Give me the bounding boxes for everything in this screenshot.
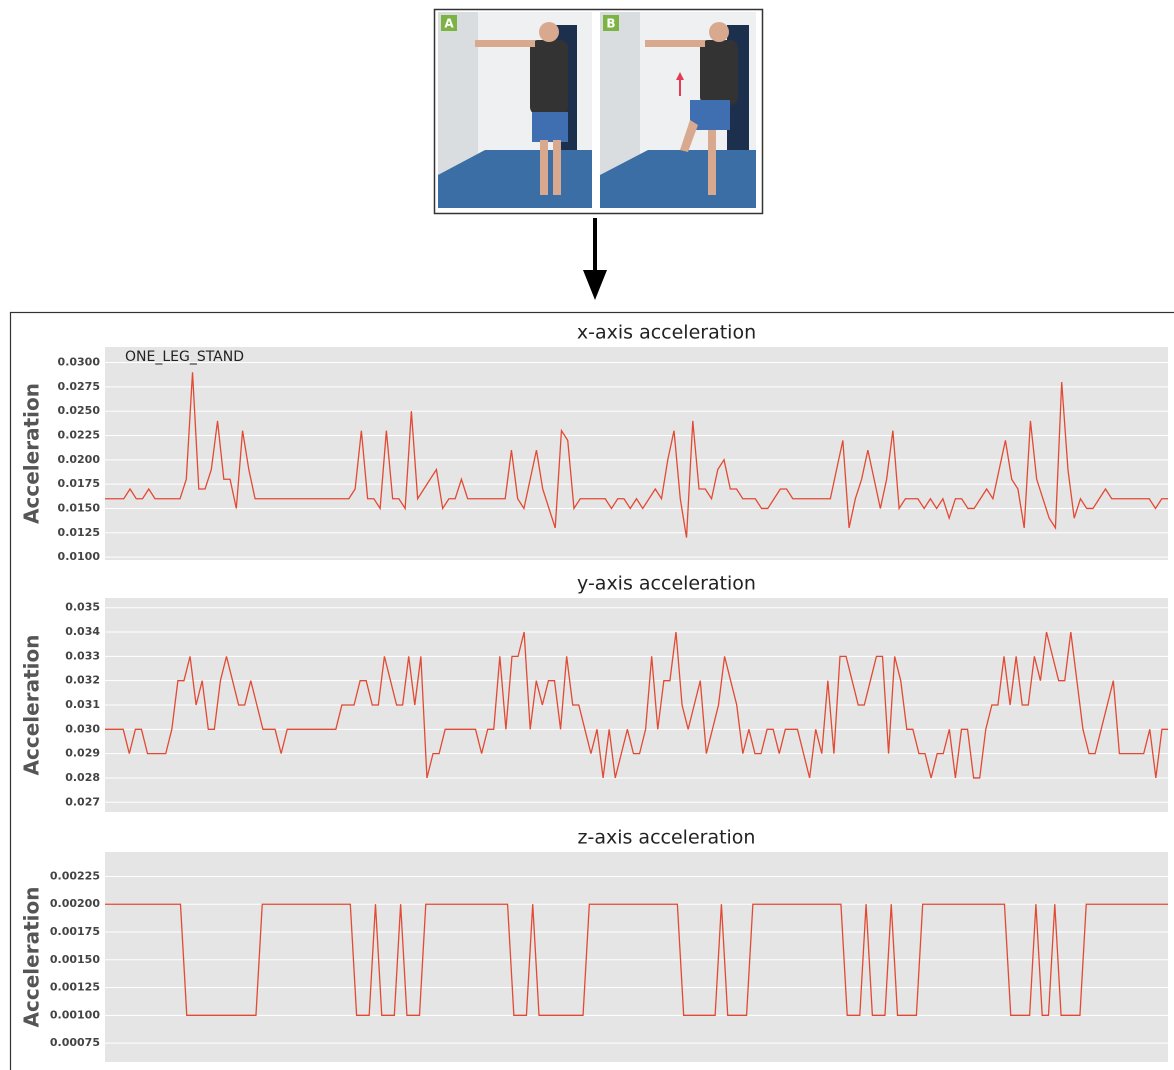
y-tick-label: 0.0225: [58, 429, 100, 442]
figure: A B 0.0100 0.0125 0.0150 0.0175 0.0200 0.0225…: [0, 0, 1174, 1070]
y-tick-label: 0.029: [65, 747, 100, 760]
y-tick-label: 0.0125: [58, 526, 100, 539]
y-axis-label: Acceleration: [20, 887, 44, 1028]
y-tick-label: 0.00100: [50, 1008, 100, 1021]
y-tick-label: 0.0300: [58, 356, 101, 369]
y-tick-label: 0.0175: [58, 477, 100, 490]
y-tick-label: 0.0200: [58, 453, 101, 466]
y-tick-label: 0.030: [65, 722, 100, 735]
y-tick-label: 0.035: [65, 601, 100, 614]
y-tick-label: 0.00225: [50, 869, 100, 882]
y-tick-label: 0.0250: [58, 404, 101, 417]
y-tick-label: 0.027: [65, 795, 100, 808]
photo-panel-b: B: [600, 12, 756, 208]
photo: A B: [435, 10, 763, 214]
photo-panel-a: A: [438, 12, 592, 208]
chart-title: y-axis acceleration: [577, 573, 756, 595]
y-tick-label: 0.028: [65, 771, 100, 784]
y-tick-label: 0.00200: [50, 897, 100, 910]
y-tick-label: 0.00075: [50, 1036, 100, 1049]
plot-area: [105, 852, 1168, 1062]
arrow-head: [583, 270, 607, 300]
chart-title: x-axis acceleration: [577, 322, 756, 344]
y-tick-label: 0.032: [65, 674, 100, 687]
y-tick-label: 0.00175: [50, 925, 100, 938]
plot-area: [105, 347, 1168, 560]
annotation: ONE_LEG_STAND: [125, 349, 244, 365]
y-tick-label: 0.00125: [50, 981, 100, 994]
y-tick-label: 0.00150: [50, 953, 100, 966]
y-tick-label: 0.034: [65, 625, 100, 638]
chart-title: z-axis acceleration: [578, 827, 756, 849]
y-tick-label: 0.033: [65, 649, 100, 662]
panel-label: A: [444, 17, 454, 31]
y-tick-label: 0.0100: [58, 550, 101, 563]
y-tick-label: 0.0275: [58, 380, 100, 393]
y-tick-label: 0.031: [65, 698, 100, 711]
panel-label: B: [606, 17, 615, 31]
y-axis-label: Acceleration: [20, 383, 44, 524]
page: {"image": {"panel_labels": ["A", "B"]}, …: [0, 0, 1174, 1070]
y-tick-label: 0.0150: [58, 501, 101, 514]
y-axis-label: Acceleration: [20, 635, 44, 776]
